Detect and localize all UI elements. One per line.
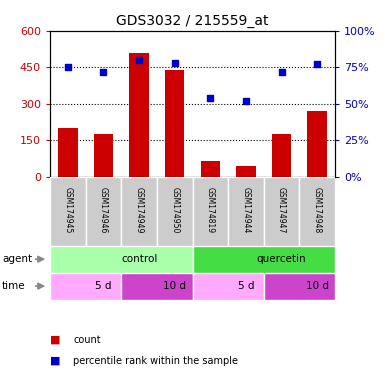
Bar [50,273,121,300]
Bar [129,53,149,177]
Point [243,98,249,104]
Text: time: time [2,281,25,291]
Bar [121,177,157,246]
Point [172,60,178,66]
Bar [264,273,335,300]
Bar [228,177,264,246]
Bar [50,177,85,246]
Text: GSM174948: GSM174948 [313,187,321,233]
Text: agent: agent [2,254,32,264]
Bar [157,177,192,246]
Bar [58,128,78,177]
Bar [121,273,192,300]
Bar [236,166,256,177]
Text: ■: ■ [50,356,60,366]
Text: control: control [121,254,157,264]
Text: 5 d: 5 d [95,281,112,291]
Title: GDS3032 / 215559_at: GDS3032 / 215559_at [116,14,269,28]
Text: GSM174946: GSM174946 [99,187,108,233]
Point [314,61,320,67]
Bar [272,134,291,177]
Point [278,68,285,74]
Bar [192,177,228,246]
Bar [201,161,220,177]
Bar [307,111,327,177]
Point [136,57,142,63]
Text: GSM174950: GSM174950 [170,187,179,233]
Point [100,68,107,74]
Bar [85,177,121,246]
Text: quercetin: quercetin [257,254,306,264]
Text: percentile rank within the sample: percentile rank within the sample [73,356,238,366]
Bar [264,177,300,246]
Bar [192,246,335,273]
Bar [94,134,113,177]
Text: ■: ■ [50,335,60,345]
Bar [192,273,264,300]
Bar [300,177,335,246]
Text: 10 d: 10 d [306,281,329,291]
Text: GSM174947: GSM174947 [277,187,286,233]
Text: GSM174944: GSM174944 [241,187,250,233]
Bar [165,70,184,177]
Text: GSM174949: GSM174949 [135,187,144,233]
Text: GSM174945: GSM174945 [64,187,72,233]
Text: 10 d: 10 d [163,281,186,291]
Text: GSM174819: GSM174819 [206,187,215,233]
Point [207,95,213,101]
Text: 5 d: 5 d [238,281,254,291]
Text: count: count [73,335,101,345]
Bar [50,246,192,273]
Point [65,64,71,70]
